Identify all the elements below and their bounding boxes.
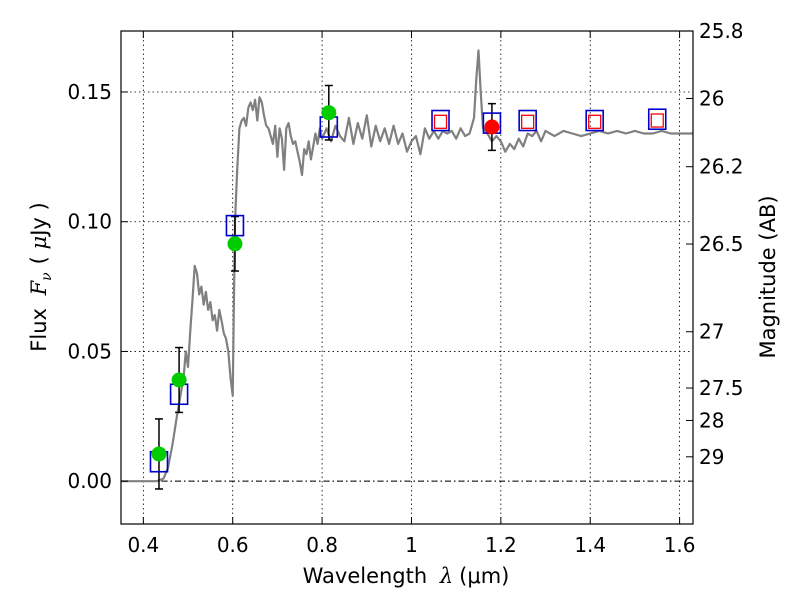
x-tick-label: 0.8	[306, 533, 338, 557]
y-tick-label: 0.05	[67, 339, 112, 363]
model-photometry-square	[585, 109, 604, 132]
observed-optical-point	[171, 372, 187, 388]
observed-optical-point	[321, 105, 337, 121]
data-markers	[149, 105, 667, 473]
y-axis-label: Flux Fν( μJy )	[27, 202, 55, 351]
magnitude-tick-label: 27	[699, 320, 724, 344]
observed-ir-point	[484, 119, 500, 135]
magnitude-tick-labels: 25.8 26 26.2 26.5 27 27.5 28 29	[699, 19, 744, 469]
axis-ticks	[121, 30, 693, 524]
observed-optical-point	[151, 446, 167, 462]
x-tick-label: 0.6	[217, 533, 249, 557]
model-photometry-inner-square	[521, 114, 535, 129]
model-photometry-square	[431, 109, 450, 132]
magnitude-tick-label: 26.2	[699, 155, 744, 179]
x-tick-label: 1	[405, 533, 418, 557]
x-axis-label: Wavelength λ (μm)	[303, 564, 510, 588]
model-photometry-inner-square	[433, 114, 448, 129]
model-photometry-inner-square	[650, 113, 664, 128]
model-photometry-square	[225, 214, 245, 237]
magnitude-tick-label: 26	[699, 86, 724, 110]
magnitude-tick-label: 27.5	[699, 376, 744, 400]
model-photometry-inner-square	[588, 114, 602, 129]
model-photometry-square	[647, 108, 667, 131]
x-tick-label: 0.4	[127, 533, 159, 557]
x-tick-label: 1.4	[574, 533, 606, 557]
y-tick-label: 0.15	[67, 80, 112, 104]
magnitude-axis-label: Magnitude (AB)	[756, 195, 780, 358]
y-tick-labels: 0.00 0.05 0.10 0.15	[67, 80, 112, 493]
x-tick-label: 1.2	[485, 533, 517, 557]
magnitude-tick-label: 29	[699, 445, 724, 469]
magnitude-tick-label: 26.5	[699, 232, 744, 256]
plot-frame	[120, 30, 694, 525]
x-tick-labels: 0.4 0.6 0.8 1 1.2 1.4 1.6	[127, 533, 695, 557]
x-tick-label: 1.6	[664, 533, 696, 557]
grid-lines	[121, 31, 693, 524]
y-tick-label: 0.00	[67, 469, 112, 493]
y-tick-label: 0.10	[67, 210, 112, 234]
magnitude-tick-label: 28	[699, 408, 724, 432]
magnitude-tick-label: 25.8	[699, 19, 744, 43]
observed-optical-point	[227, 236, 243, 252]
model-photometry-square	[518, 109, 537, 132]
